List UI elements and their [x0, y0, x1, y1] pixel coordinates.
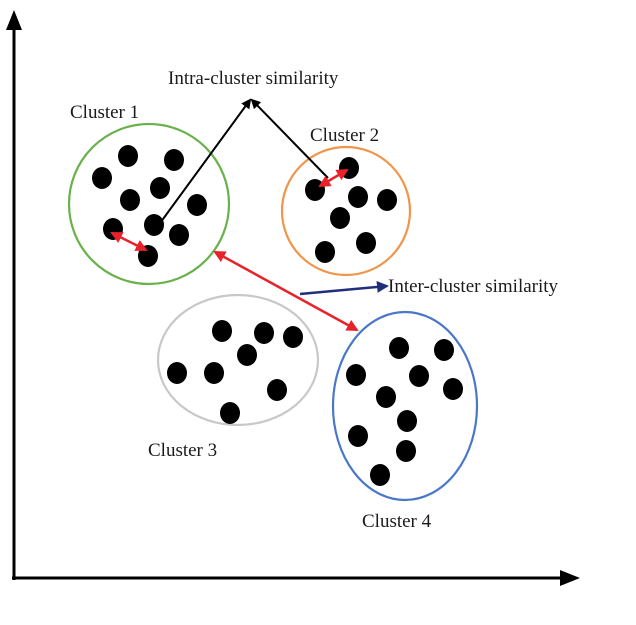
- data-point: [389, 337, 409, 359]
- data-point: [144, 214, 164, 236]
- data-point: [187, 194, 207, 216]
- points: [92, 145, 463, 486]
- intra-arrow-from-cluster-1: [154, 98, 252, 231]
- labels: Intra-cluster similarity Inter-cluster s…: [70, 68, 559, 532]
- data-point: [167, 362, 187, 384]
- intra-distance-arrow-cluster-2: [318, 168, 349, 188]
- data-point: [169, 224, 189, 246]
- data-point: [443, 378, 463, 400]
- inter-distance-arrow: [213, 250, 359, 332]
- cluster-3-label: Cluster 3: [148, 440, 217, 461]
- data-point: [118, 145, 138, 167]
- cluster-4-ring: [331, 310, 479, 502]
- data-point: [212, 320, 232, 342]
- data-point: [120, 189, 140, 211]
- y-axis-arrowhead: [6, 10, 22, 30]
- cluster-2-label: Cluster 2: [310, 125, 379, 146]
- data-point: [305, 179, 325, 201]
- data-point: [330, 207, 350, 229]
- data-point: [356, 232, 376, 254]
- cluster-2-points: [305, 157, 397, 263]
- cluster-3-points: [167, 320, 303, 424]
- data-point: [237, 344, 257, 366]
- cluster-4-points: [346, 337, 463, 486]
- cluster-rings: [67, 122, 479, 502]
- data-point: [92, 167, 112, 189]
- intra-arrow-from-cluster-2: [250, 98, 329, 179]
- data-point: [396, 440, 416, 462]
- data-point: [370, 464, 390, 486]
- cluster-1-label: Cluster 1: [70, 102, 139, 123]
- cluster-4-label: Cluster 4: [362, 511, 432, 532]
- axes: [6, 10, 580, 586]
- intra-cluster-label: Intra-cluster similarity: [168, 68, 339, 89]
- intra-distance-arrow-cluster-1: [110, 231, 148, 252]
- cluster-1-ring: [67, 122, 231, 286]
- data-point: [397, 410, 417, 432]
- cluster-3-ring: [156, 293, 320, 427]
- inter-cluster-label: Inter-cluster similarity: [388, 276, 559, 297]
- data-point: [409, 365, 429, 387]
- cluster-1-points: [92, 145, 207, 267]
- data-point: [434, 339, 454, 361]
- data-point: [348, 425, 368, 447]
- data-point: [254, 322, 274, 344]
- data-point: [348, 186, 368, 208]
- data-point: [346, 364, 366, 386]
- data-point: [376, 386, 396, 408]
- data-point: [315, 241, 335, 263]
- inter-label-arrow: [299, 280, 389, 296]
- arrows: [110, 98, 389, 332]
- data-point: [204, 362, 224, 384]
- data-point: [377, 189, 397, 211]
- x-axis-arrowhead: [560, 570, 580, 586]
- data-point: [339, 157, 359, 179]
- data-point: [150, 177, 170, 199]
- data-point: [220, 402, 240, 424]
- data-point: [164, 149, 184, 171]
- data-point: [267, 379, 287, 401]
- data-point: [283, 326, 303, 348]
